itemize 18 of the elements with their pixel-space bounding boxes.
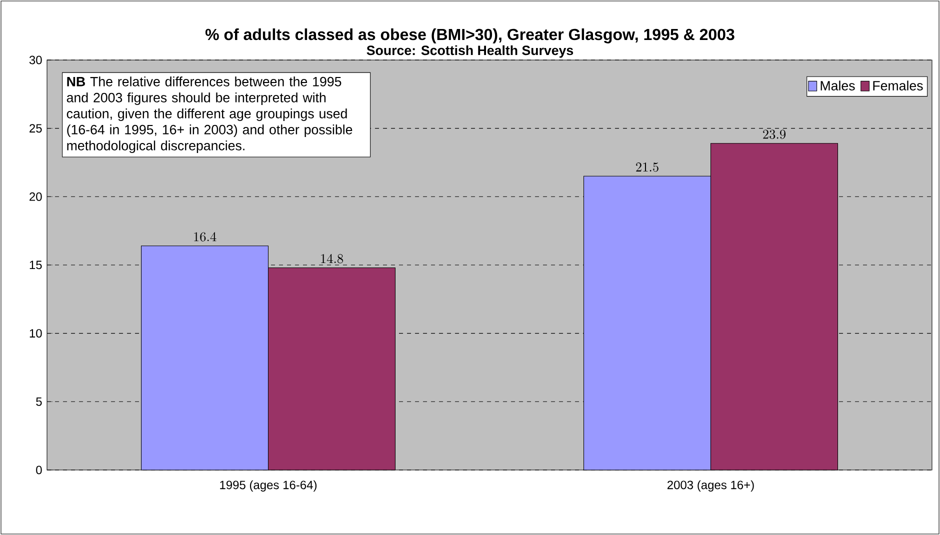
legend-label: Males <box>820 80 855 90</box>
data-label: 21 .5 <box>636 162 658 172</box>
annotation: NB The relative differences between the 1995 and 2003 figures should be interpreted with caution, given the different age groupings used (16-64 in 1995, 16+ in 2003) and other possible methodological discrepancies. <box>66 76 352 153</box>
y-tick-label: 20 <box>30 192 42 201</box>
x-tick-label: 1995 (ages 16-64) <box>220 480 317 492</box>
x-tick-label: 2003 (ages 16+) <box>667 480 754 492</box>
y-tick-label: 5 <box>36 397 42 406</box>
chart-title: % of adults classed as obese (BMI>30), Greater Glasgow, 1995 & 2003 <box>205 28 734 44</box>
y-tick-label: 25 <box>30 124 42 133</box>
y-tick-label: 0 <box>36 466 42 474</box>
y-tick-label: 30 <box>29 56 42 64</box>
y-tick-label: 15 <box>30 260 42 270</box>
y-tick-label: 10 <box>30 329 42 338</box>
data-label: 23.9 <box>763 130 786 139</box>
chart-subtitle: Source: Scottish Health Surveys <box>366 45 574 58</box>
data-label: 14.8 <box>321 254 344 264</box>
legend-label: Females <box>873 80 923 90</box>
data-label: 16.4 <box>194 232 216 242</box>
